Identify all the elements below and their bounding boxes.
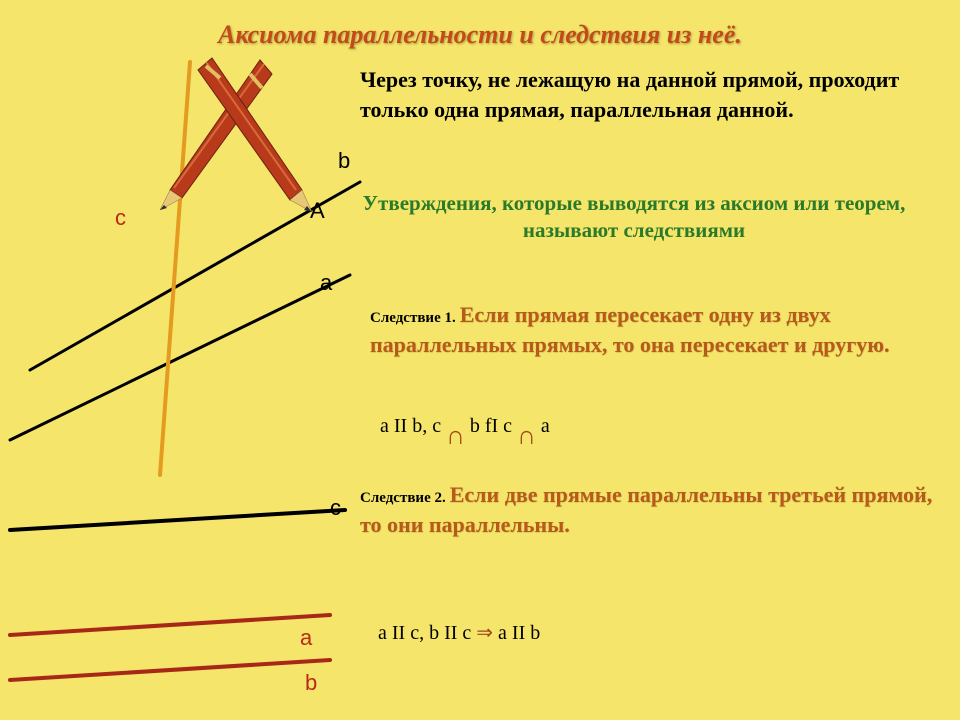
line-label: a xyxy=(320,270,332,296)
geometry-diagram xyxy=(0,0,960,720)
line-label: c xyxy=(330,495,341,521)
line-label: b xyxy=(338,148,350,174)
line-label: a xyxy=(300,625,312,651)
point-label: A xyxy=(310,198,325,224)
line-label: b xyxy=(305,670,317,696)
line-label: c xyxy=(115,205,126,231)
